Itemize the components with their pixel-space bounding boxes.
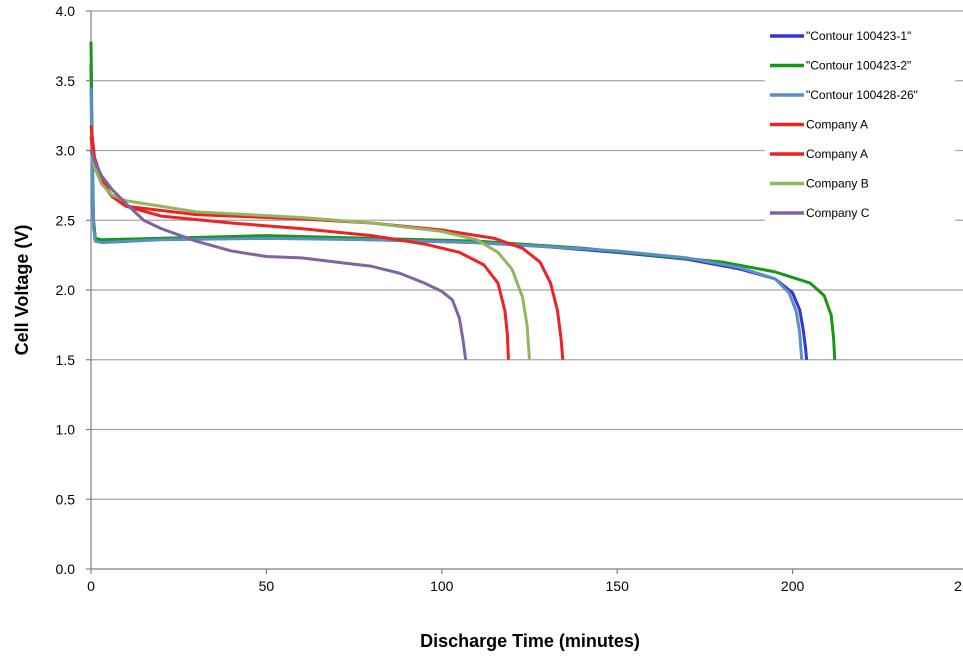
y-tick-label: 4.0: [56, 3, 76, 19]
x-tick-label: 2: [954, 578, 962, 594]
legend-label-5: Company B: [806, 177, 869, 191]
x-tick-label: 0: [87, 578, 95, 594]
x-tick-label: 150: [606, 578, 630, 594]
series-line-6: [89, 150, 468, 360]
y-tick-label: 1.5: [56, 352, 76, 368]
y-tick-label: 0.5: [56, 491, 76, 507]
x-tick-label: 100: [430, 578, 454, 594]
x-tick-label: 50: [259, 578, 275, 594]
legend-label-4: Company A: [806, 147, 868, 161]
y-tick-label: 2.0: [56, 282, 76, 298]
series-line-1: [89, 41, 837, 360]
legend-label-6: Company C: [806, 206, 870, 220]
y-tick-label: 1.0: [56, 422, 76, 438]
series-layer: [89, 41, 837, 360]
legend-label-1: "Contour 100423-2": [806, 59, 911, 73]
legend-label-0: "Contour 100423-1": [806, 29, 911, 43]
legend: "Contour 100423-1" "Contour 100423-2" "Con…: [765, 22, 955, 227]
y-tick-label: 3.5: [56, 73, 76, 89]
legend-label-3: Company A: [806, 118, 868, 132]
ticks-layer: 0.0 0.5 1.0 1.5 2.0 2.5 3.0 3.5 4.0 0 50 100 150 200 2: [56, 3, 963, 594]
series-line-2: [89, 87, 804, 360]
x-axis-title: Discharge Time (minutes): [420, 631, 640, 651]
y-tick-label: 0.0: [56, 561, 76, 577]
y-tick-label: 3.0: [56, 143, 76, 159]
grid-layer: [91, 10, 963, 500]
legend-label-2: "Contour 100428-26": [806, 88, 918, 102]
series-line-5: [89, 150, 531, 360]
y-axis-title: Cell Voltage (V): [12, 225, 32, 356]
x-tick-label: 200: [781, 578, 805, 594]
y-tick-label: 2.5: [56, 212, 76, 228]
